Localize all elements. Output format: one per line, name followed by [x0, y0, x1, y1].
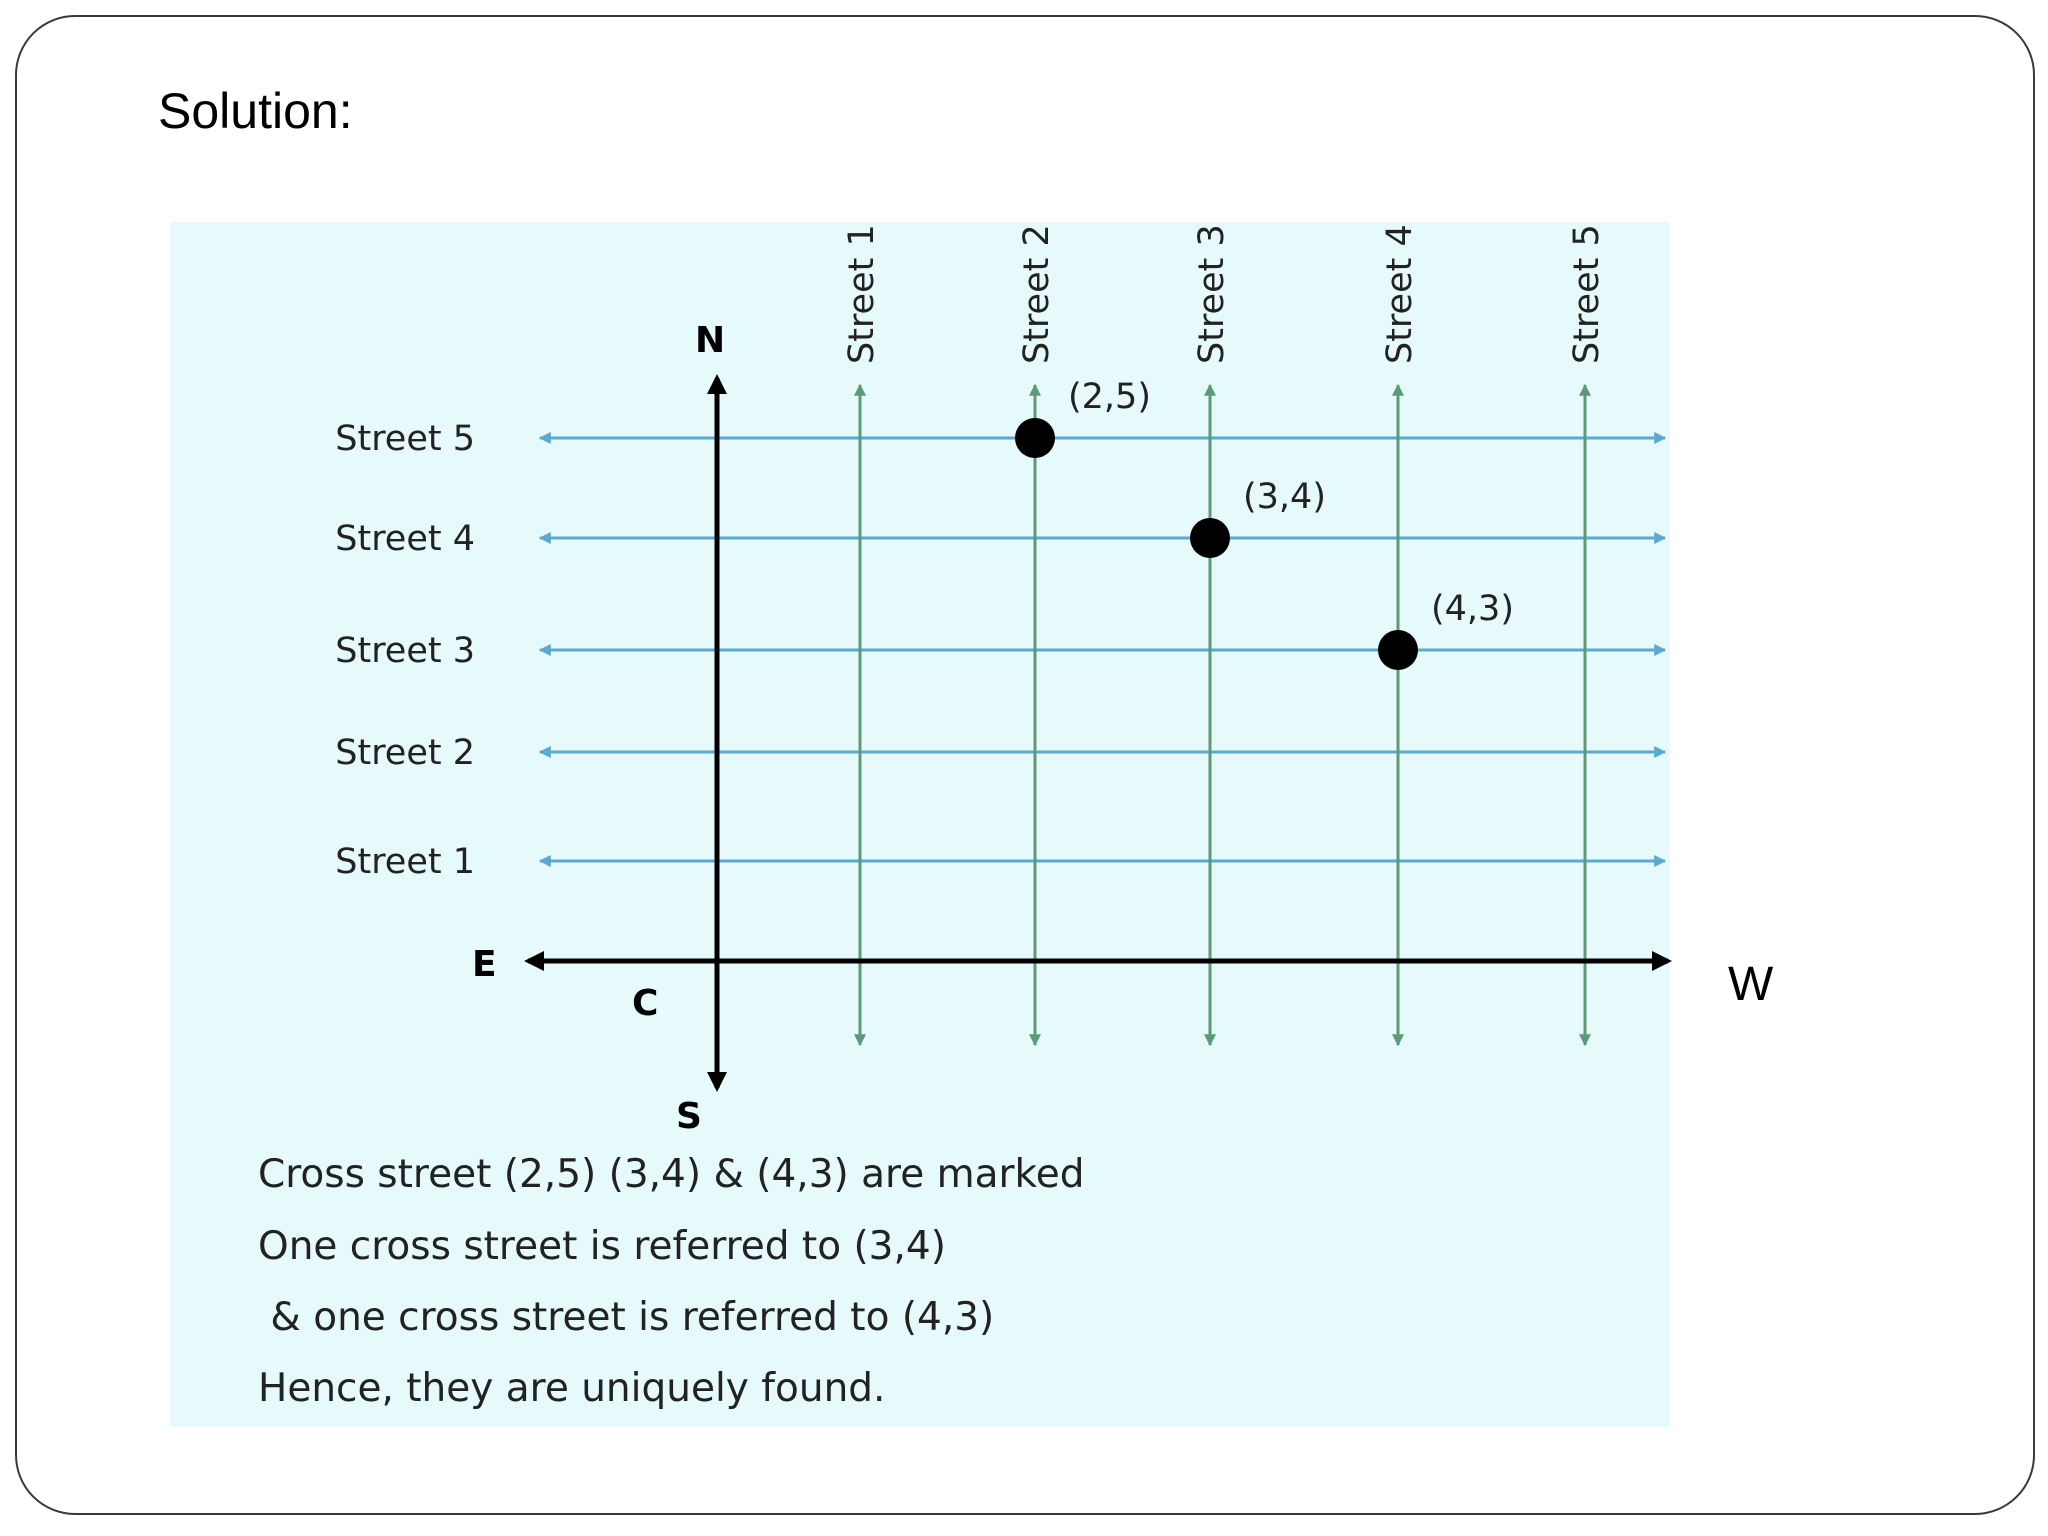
compass-center-label: C — [632, 983, 658, 1024]
caption-line-2: One cross street is referred to (3,4) — [258, 1224, 946, 1269]
compass-east-label: E — [472, 944, 497, 985]
vertical-street-label-2: Street 2 — [1017, 224, 1057, 364]
compass-west-label: W — [1728, 958, 1774, 1011]
caption-line-4: Hence, they are uniquely found. — [258, 1366, 886, 1411]
cross-point-label-3: (4,3) — [1431, 589, 1514, 629]
horizontal-street-label-1: Street 1 — [335, 842, 475, 882]
vertical-street-label-4: Street 4 — [1380, 224, 1420, 364]
horizontal-street-label-2: Street 2 — [335, 733, 475, 773]
horizontal-street-label-3: Street 3 — [335, 631, 475, 671]
cross-point-3 — [1378, 630, 1418, 670]
vertical-street-label-1: Street 1 — [842, 224, 882, 364]
horizontal-street-label-4: Street 4 — [335, 519, 475, 559]
horizontal-street-label-5: Street 5 — [335, 419, 475, 459]
diagram-panel — [170, 222, 1670, 1427]
vertical-street-label-3: Street 3 — [1192, 224, 1232, 364]
cross-point-2 — [1190, 518, 1230, 558]
caption-line-1: Cross street (2,5) (3,4) & (4,3) are mar… — [258, 1152, 1085, 1197]
vertical-street-label-5: Street 5 — [1567, 224, 1607, 364]
compass-south-label: S — [676, 1096, 702, 1137]
cross-point-1 — [1015, 418, 1055, 458]
slide-title: Solution: — [158, 83, 353, 139]
caption-line-3: & one cross street is referred to (4,3) — [258, 1295, 995, 1340]
cross-point-label-2: (3,4) — [1243, 477, 1326, 517]
cross-point-label-1: (2,5) — [1068, 377, 1151, 417]
compass-north-label: N — [695, 320, 725, 361]
